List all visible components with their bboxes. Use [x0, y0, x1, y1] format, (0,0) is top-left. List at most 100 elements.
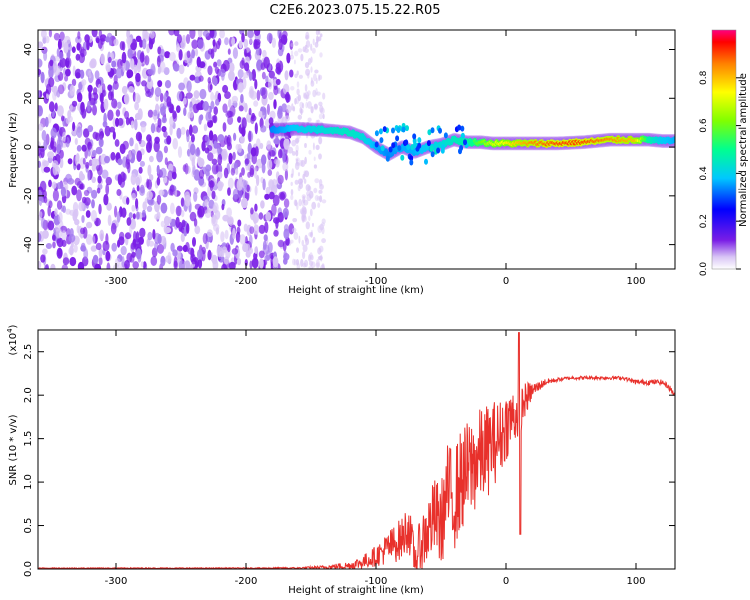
noise-blob: [137, 108, 143, 120]
noise-blob: [137, 253, 142, 263]
noise-blob: [290, 50, 294, 57]
noise-blob: [140, 261, 144, 268]
noise-blob: [265, 75, 269, 84]
y-tick-label: 1.0: [23, 474, 34, 490]
noise-blob: [135, 198, 139, 209]
ridge-blob: [460, 125, 465, 132]
noise-blob: [277, 174, 284, 185]
noise-blob: [87, 125, 94, 133]
noise-blob: [49, 59, 54, 67]
noise-blob: [211, 190, 216, 200]
noise-blob: [232, 151, 236, 161]
noise-blob: [302, 173, 306, 180]
noise-blob: [320, 264, 325, 269]
noise-blob: [91, 189, 98, 199]
y-tick-label: 0.0: [23, 561, 34, 577]
ridge-blob: [441, 144, 446, 150]
noise-blob: [282, 36, 287, 46]
ridge-blob: [460, 132, 465, 139]
noise-blob: [43, 196, 48, 204]
snr-series-line: [38, 332, 675, 569]
noise-blob: [48, 66, 54, 79]
noise-blob: [248, 247, 253, 254]
noise-blob: [295, 144, 299, 153]
noise-blob: [102, 83, 106, 93]
noise-blob: [133, 64, 138, 75]
noise-blob: [268, 117, 274, 125]
noise-blob: [122, 173, 127, 181]
ridge-blob: [406, 144, 411, 150]
noise-blob: [109, 126, 116, 133]
noise-blob: [40, 217, 46, 229]
noise-blob: [38, 232, 42, 243]
noise-blob: [191, 157, 195, 168]
noise-blob: [296, 81, 300, 88]
noise-blob: [119, 41, 125, 51]
ridge-blob: [378, 128, 383, 135]
noise-blob: [82, 157, 86, 165]
noise-blob: [297, 48, 303, 53]
noise-blob: [207, 145, 213, 152]
noise-blob: [247, 171, 252, 178]
noise-blob: [52, 241, 56, 249]
noise-blob: [124, 259, 130, 269]
noise-blob: [147, 75, 152, 83]
x-tick-label: -100: [365, 576, 388, 587]
noise-blob: [136, 61, 142, 73]
ridge-blob: [405, 125, 409, 132]
ridge-blob: [429, 145, 434, 152]
noise-blob: [99, 229, 105, 241]
noise-blob: [40, 147, 45, 159]
noise-blob: [189, 74, 196, 81]
noise-blob: [318, 153, 322, 160]
noise-blob: [98, 247, 103, 258]
noise-blob: [172, 138, 178, 150]
noise-blob: [267, 158, 273, 171]
spectrogram-y-label: Frequency (Hz): [8, 112, 19, 188]
noise-blob: [322, 113, 325, 120]
noise-blob: [157, 80, 163, 88]
noise-blob: [106, 262, 111, 269]
noise-blob: [296, 262, 301, 269]
noise-blob: [279, 192, 286, 201]
noise-blob: [220, 231, 225, 243]
noise-blob: [304, 210, 307, 215]
noise-blob: [237, 82, 244, 93]
noise-blob: [143, 261, 147, 269]
noise-blob: [222, 122, 227, 132]
noise-blob: [302, 46, 306, 53]
noise-blob: [103, 112, 107, 125]
noise-blob: [97, 38, 103, 49]
x-tick-label: 0: [503, 276, 509, 287]
noise-blob: [157, 118, 162, 128]
noise-blob: [104, 125, 111, 137]
noise-blob: [185, 34, 191, 44]
noise-blob: [183, 107, 187, 117]
noise-blob: [218, 180, 222, 188]
noise-blob: [213, 106, 218, 116]
noise-blob: [40, 254, 46, 263]
noise-blob: [219, 68, 226, 78]
noise-blob: [52, 163, 58, 176]
noise-blob: [305, 68, 311, 76]
noise-blob: [154, 87, 162, 97]
noise-blob: [227, 48, 231, 55]
noise-blob: [98, 137, 104, 148]
noise-blob: [142, 38, 147, 50]
noise-blob: [130, 173, 137, 186]
noise-blob: [199, 88, 207, 100]
noise-blob: [98, 128, 104, 140]
noise-blob: [55, 228, 63, 239]
noise-blob: [304, 143, 307, 148]
noise-blob: [67, 158, 73, 165]
noise-blob: [38, 90, 41, 98]
noise-blob: [54, 102, 58, 112]
noise-blob: [266, 103, 270, 116]
noise-blob: [134, 143, 139, 154]
noise-blob: [181, 210, 185, 218]
noise-blob: [101, 169, 109, 179]
noise-blob: [294, 73, 298, 79]
noise-blob: [313, 187, 318, 194]
noise-blob: [50, 140, 54, 150]
